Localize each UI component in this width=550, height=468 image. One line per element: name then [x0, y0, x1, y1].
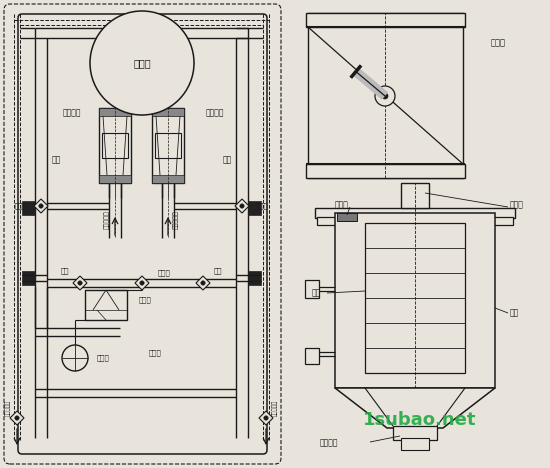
- Bar: [152, 108, 184, 116]
- Polygon shape: [10, 411, 24, 425]
- Polygon shape: [259, 411, 273, 425]
- Bar: [248, 201, 261, 215]
- Circle shape: [201, 281, 205, 285]
- Bar: [393, 426, 437, 440]
- Circle shape: [15, 416, 19, 420]
- Polygon shape: [73, 276, 87, 290]
- Text: 球阀: 球阀: [52, 155, 61, 164]
- Bar: [306, 164, 465, 178]
- Text: 排污装置: 排污装置: [320, 439, 338, 447]
- Text: 循环水出口: 循环水出口: [272, 400, 278, 416]
- Text: 循环水入口: 循环水入口: [173, 211, 179, 229]
- Bar: [102, 133, 128, 158]
- Bar: [317, 217, 513, 225]
- Bar: [365, 223, 465, 373]
- Text: 装球室: 装球室: [139, 297, 151, 303]
- Bar: [22, 271, 35, 285]
- Polygon shape: [235, 199, 249, 213]
- Text: 网芯: 网芯: [312, 288, 321, 298]
- Text: 收球网: 收球网: [491, 38, 505, 47]
- Bar: [99, 108, 131, 183]
- Circle shape: [140, 281, 144, 285]
- Text: 循环水入口: 循环水入口: [104, 211, 110, 229]
- Bar: [335, 213, 495, 388]
- Text: 球阀: 球阀: [223, 155, 232, 164]
- Polygon shape: [335, 388, 495, 428]
- Circle shape: [240, 204, 244, 208]
- Bar: [337, 213, 357, 221]
- Bar: [99, 108, 131, 116]
- Circle shape: [78, 281, 82, 285]
- Text: 球阀: 球阀: [60, 268, 69, 274]
- Text: 循环水出口: 循环水出口: [5, 400, 11, 416]
- Text: 分汇器: 分汇器: [158, 270, 170, 276]
- Text: 出水口: 出水口: [335, 200, 349, 210]
- Circle shape: [62, 345, 88, 371]
- Bar: [306, 13, 465, 27]
- Text: 分汇器: 分汇器: [148, 350, 161, 356]
- Circle shape: [264, 416, 268, 420]
- Bar: [22, 201, 35, 215]
- Bar: [308, 13, 463, 178]
- Text: 收球网: 收球网: [256, 203, 269, 209]
- Bar: [85, 290, 127, 320]
- Polygon shape: [135, 276, 149, 290]
- Text: 二次滤网: 二次滤网: [63, 109, 81, 117]
- Text: 收球网: 收球网: [14, 203, 27, 209]
- Circle shape: [375, 86, 395, 106]
- Bar: [305, 280, 319, 298]
- Polygon shape: [196, 276, 210, 290]
- Text: 胶球泵: 胶球泵: [97, 355, 109, 361]
- Text: 二次滤网: 二次滤网: [206, 109, 224, 117]
- Bar: [305, 348, 319, 364]
- Text: 1subao.net: 1subao.net: [363, 411, 477, 429]
- FancyBboxPatch shape: [18, 14, 267, 454]
- Text: 外壳: 外壳: [510, 308, 519, 317]
- Text: 球阀: 球阀: [214, 268, 222, 274]
- Bar: [152, 108, 184, 183]
- Bar: [315, 208, 515, 218]
- Polygon shape: [34, 199, 48, 213]
- Bar: [401, 183, 429, 208]
- Circle shape: [382, 93, 388, 99]
- Text: 凝汽器: 凝汽器: [133, 58, 151, 68]
- Circle shape: [90, 11, 194, 115]
- Bar: [155, 133, 181, 158]
- Text: 传动轴: 传动轴: [510, 200, 524, 210]
- Bar: [152, 175, 184, 183]
- Circle shape: [39, 204, 43, 208]
- Bar: [401, 438, 429, 450]
- Bar: [99, 175, 131, 183]
- Bar: [248, 271, 261, 285]
